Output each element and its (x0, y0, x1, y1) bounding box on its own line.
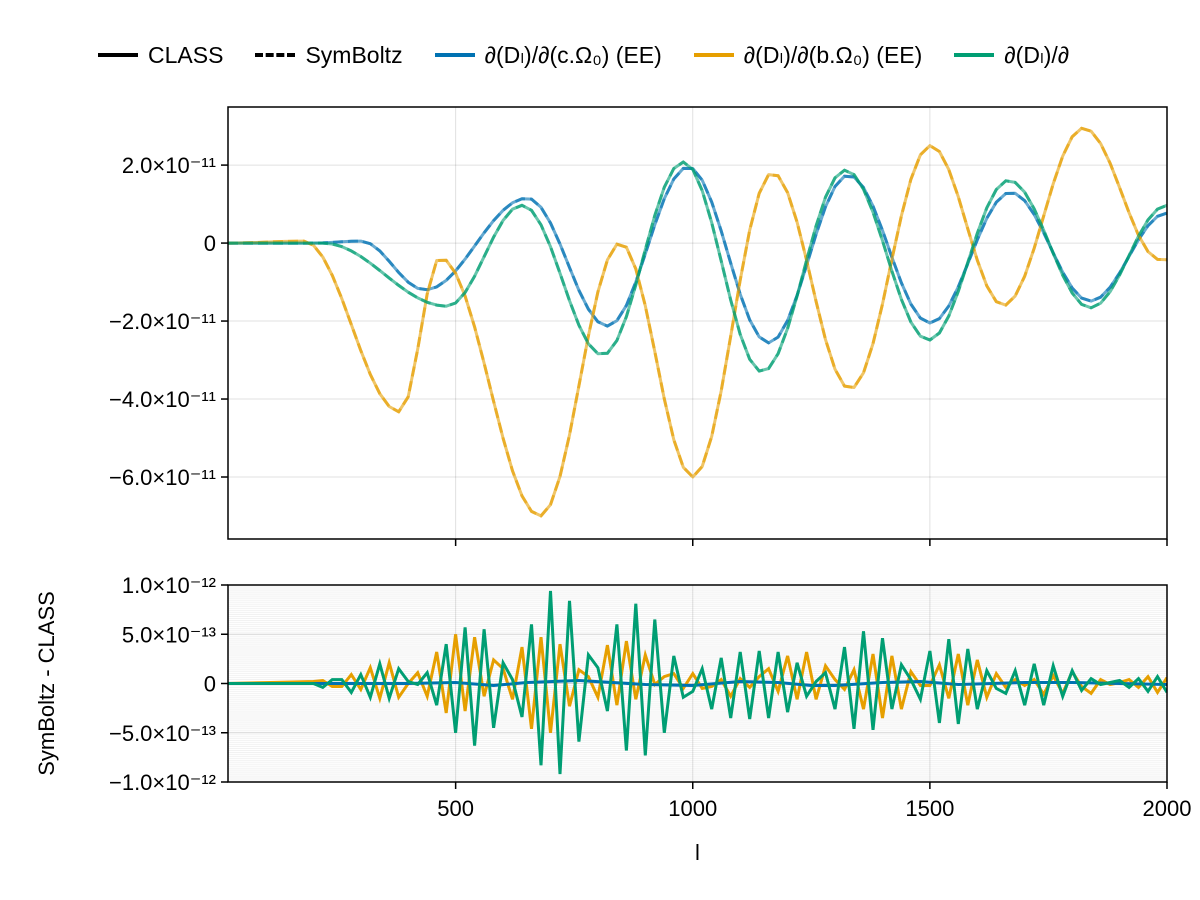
y-tick-label: 0 (204, 672, 216, 697)
x-tick-label: 1000 (668, 796, 717, 821)
y-tick-label: 0 (204, 231, 216, 256)
main-panel: 2.0×10⁻¹¹ 0 −2.0×10⁻¹¹ −4.0×10⁻¹¹ −6.0×10⁻¹¹ (109, 106, 1168, 546)
residual-line (228, 590, 1167, 775)
series-line-symboltz (228, 126, 1167, 518)
y-tick-label: −1.0×10⁻¹² (109, 770, 216, 795)
y-tick-label: 5.0×10⁻¹³ (122, 622, 216, 647)
y-tick-label: −4.0×10⁻¹¹ (109, 387, 216, 412)
y-axis-label: SymBoltz - CLASS (34, 591, 59, 776)
series-group (228, 590, 1167, 775)
legend-label: SymBoltz (305, 41, 403, 68)
legend-label: CLASS (148, 41, 224, 68)
legend-item-c-omega: ∂(Dₗ)/∂(c.Ω₀) (EE) (434, 41, 662, 69)
series-line-class (228, 126, 1167, 518)
y-tick-label: −6.0×10⁻¹¹ (109, 465, 216, 490)
legend-label: ∂(Dₗ)/∂(c.Ω₀) (EE) (484, 41, 662, 68)
legend-swatch-solid (98, 53, 138, 57)
series-line-symboltz (228, 160, 1167, 373)
x-tick-label: 1500 (905, 796, 954, 821)
legend-item-third: ∂(Dₗ)/∂ (954, 42, 1069, 69)
legend-swatch-blue (434, 53, 475, 57)
y-tick-label: 2.0×10⁻¹¹ (122, 153, 216, 178)
plot-frame (227, 106, 1168, 540)
series-group (228, 126, 1167, 518)
x-tick-label: 500 (437, 796, 474, 821)
residual-line (228, 678, 1167, 688)
legend: CLASS SymBoltz ∂(Dₗ)/∂(c.Ω₀) (EE) ∂(Dₗ)/… (98, 38, 1101, 72)
legend-item-symboltz: SymBoltz (255, 41, 403, 69)
x-axis-label: l (695, 840, 700, 865)
y-tick-label: −2.0×10⁻¹¹ (109, 309, 216, 334)
legend-swatch-green (954, 53, 995, 57)
y-tick-label: 1.0×10⁻¹² (122, 573, 216, 598)
legend-label: ∂(Dₗ)/∂ (1004, 41, 1070, 68)
legend-swatch-dashed (255, 53, 296, 57)
residual-panel: 500 1000 1500 2000 1.0×10⁻¹² 5.0×10⁻¹³ 0 −5.0×1… (34, 573, 1191, 865)
series-line-symboltz (228, 166, 1167, 345)
y-tick-label: −5.0×10⁻¹³ (109, 721, 216, 746)
legend-item-class: CLASS (98, 42, 223, 69)
legend-label: ∂(Dₗ)/∂(b.Ω₀) (EE) (743, 41, 923, 68)
legend-item-b-omega: ∂(Dₗ)/∂(b.Ω₀) (EE) (693, 41, 923, 69)
x-tick-label: 2000 (1143, 796, 1192, 821)
legend-swatch-orange (693, 53, 734, 57)
